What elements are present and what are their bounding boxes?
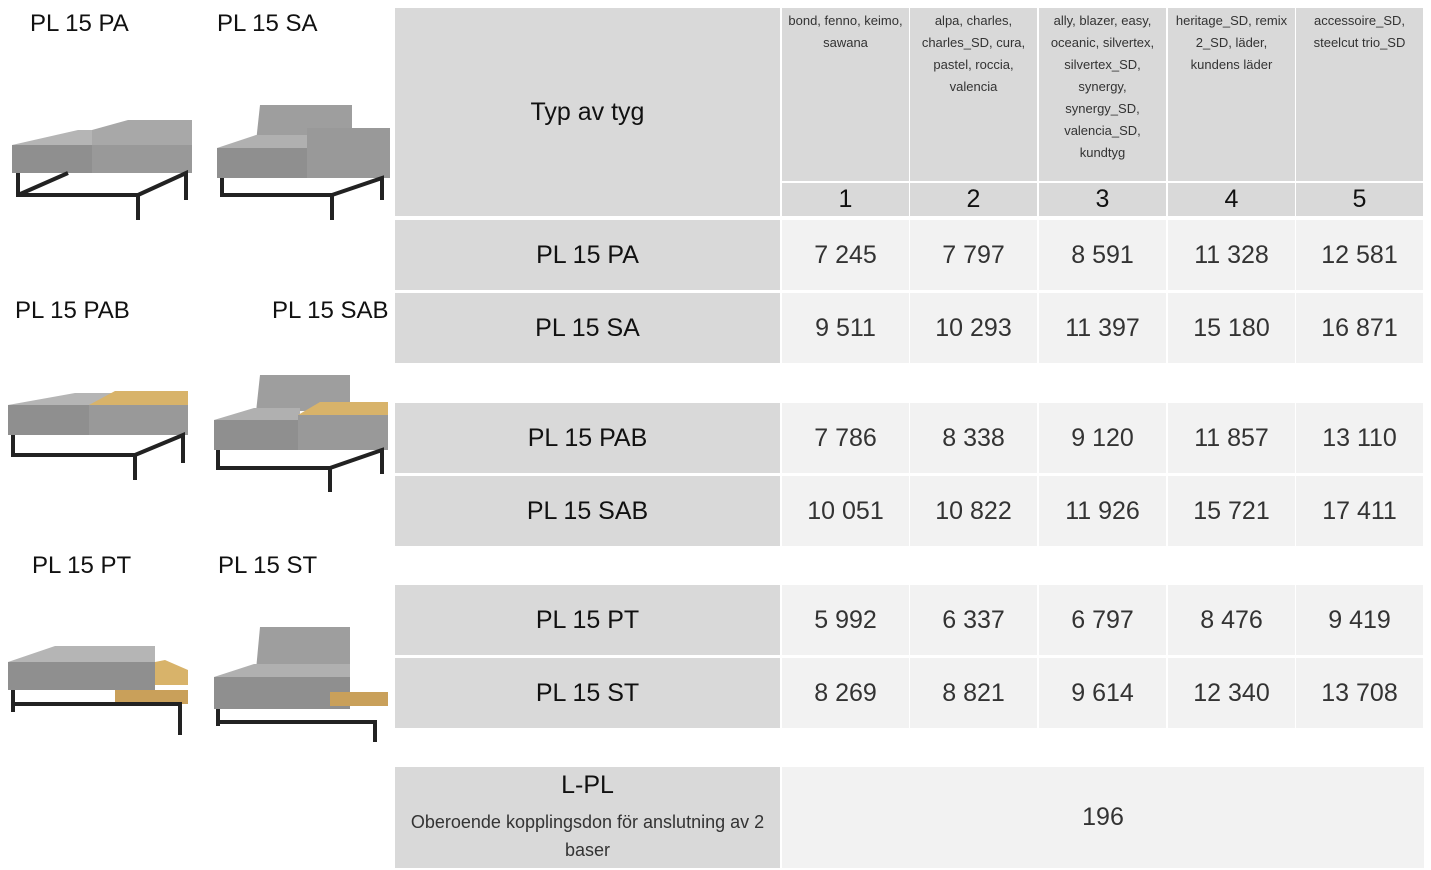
fabric-list: bond, fenno, keimo, sawana [782, 8, 909, 181]
product-label: PL 15 SA [217, 10, 318, 37]
price: 8 821 [910, 658, 1037, 728]
connector-description: Oberoende kopplingsdon för anslutning av… [410, 812, 765, 860]
header-label: Typ av tyg [395, 8, 780, 216]
price: 11 926 [1039, 476, 1166, 546]
sofa-image [8, 391, 188, 480]
price: 13 110 [1296, 403, 1423, 473]
group-number: 1 [782, 183, 909, 216]
price: 5 992 [782, 585, 909, 655]
price: 6 797 [1039, 585, 1166, 655]
price: 11 857 [1168, 403, 1295, 473]
sofa-image [12, 120, 192, 220]
product-label: PL 15 ST [218, 552, 318, 579]
sofa-image [217, 105, 390, 220]
price: 7 245 [782, 220, 909, 290]
price: 10 822 [910, 476, 1037, 546]
group-number: 5 [1296, 183, 1423, 216]
group-number: 2 [910, 183, 1037, 216]
price: 7 797 [910, 220, 1037, 290]
product-label: PL 15 PAB [15, 297, 130, 324]
price: 7 786 [782, 403, 909, 473]
price: 10 051 [782, 476, 909, 546]
price: 12 581 [1296, 220, 1423, 290]
price: 9 614 [1039, 658, 1166, 728]
row-name: PL 15 SA [395, 293, 780, 363]
price: 16 871 [1296, 293, 1423, 363]
row-name: PL 15 PA [395, 220, 780, 290]
connector-name: L-PL [561, 771, 614, 799]
price: 6 337 [910, 585, 1037, 655]
product-label: PL 15 PA [30, 10, 129, 37]
connector-price: 196 [782, 767, 1424, 868]
price: 8 269 [782, 658, 909, 728]
product-label: PL 15 SAB [272, 297, 389, 324]
price: 11 397 [1039, 293, 1166, 363]
price: 8 591 [1039, 220, 1166, 290]
price: 15 721 [1168, 476, 1295, 546]
fabric-list: alpa, charles, charles_SD, cura, pastel,… [910, 8, 1037, 181]
row-name: PL 15 PT [395, 585, 780, 655]
product-label: PL 15 PT [32, 552, 132, 579]
price: 17 411 [1296, 476, 1423, 546]
connector-cell: L-PL Oberoende kopplingsdon för anslutnin… [395, 767, 780, 868]
price: 9 120 [1039, 403, 1166, 473]
sofa-image [214, 627, 388, 742]
price: 8 338 [910, 403, 1037, 473]
price: 9 511 [782, 293, 909, 363]
price: 10 293 [910, 293, 1037, 363]
fabric-list: heritage_SD, remix 2_SD, läder, kundens … [1168, 8, 1295, 181]
row-name: PL 15 PAB [395, 403, 780, 473]
group-number: 3 [1039, 183, 1166, 216]
price: 9 419 [1296, 585, 1423, 655]
price: 12 340 [1168, 658, 1295, 728]
sofa-image [8, 646, 188, 735]
sofa-image [214, 375, 388, 492]
row-name: PL 15 ST [395, 658, 780, 728]
group-number: 4 [1168, 183, 1295, 216]
fabric-list: accessoire_SD, steelcut trio_SD [1296, 8, 1423, 181]
price: 13 708 [1296, 658, 1423, 728]
price: 15 180 [1168, 293, 1295, 363]
row-name: PL 15 SAB [395, 476, 780, 546]
price: 11 328 [1168, 220, 1295, 290]
fabric-list: ally, blazer, easy, oceanic, silvertex, … [1039, 8, 1166, 181]
price: 8 476 [1168, 585, 1295, 655]
